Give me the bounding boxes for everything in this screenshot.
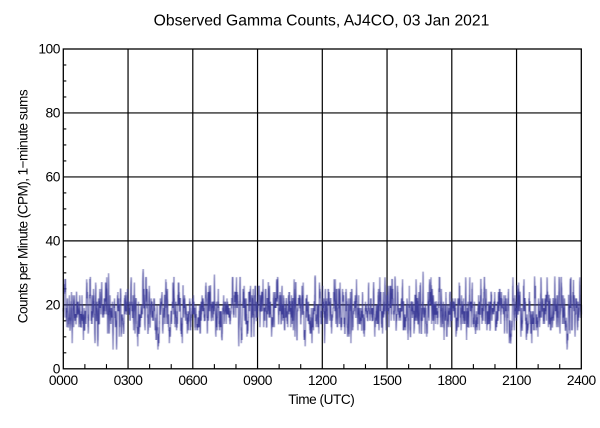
svg-text:Time (UTC): Time (UTC) xyxy=(288,392,354,407)
svg-text:20: 20 xyxy=(46,297,61,312)
svg-text:0300: 0300 xyxy=(114,373,144,388)
svg-text:1200: 1200 xyxy=(308,373,338,388)
svg-text:1500: 1500 xyxy=(373,373,403,388)
svg-text:2400: 2400 xyxy=(567,373,597,388)
svg-text:Observed Gamma Counts, AJ4CO,: Observed Gamma Counts, AJ4CO, 03 Jan 202… xyxy=(154,12,490,29)
svg-text:0600: 0600 xyxy=(178,373,208,388)
svg-text:0000: 0000 xyxy=(49,373,79,388)
svg-text:100: 100 xyxy=(38,42,60,57)
svg-text:80: 80 xyxy=(46,106,61,121)
svg-text:Counts per Minute (CPM), 1−min: Counts per Minute (CPM), 1−minute sums xyxy=(16,89,31,323)
svg-text:40: 40 xyxy=(46,233,61,248)
svg-text:60: 60 xyxy=(46,170,61,185)
svg-text:0900: 0900 xyxy=(243,373,273,388)
svg-text:2100: 2100 xyxy=(502,373,532,388)
svg-text:1800: 1800 xyxy=(437,373,467,388)
svg-text:0: 0 xyxy=(53,361,61,376)
